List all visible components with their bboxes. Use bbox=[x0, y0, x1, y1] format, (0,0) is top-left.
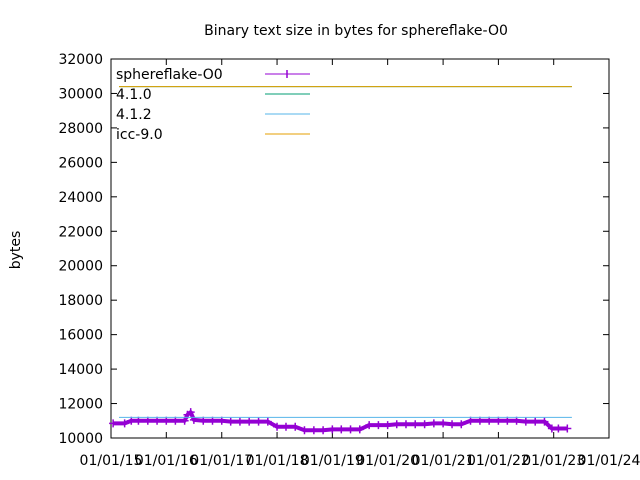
data-point bbox=[208, 416, 217, 425]
data-point bbox=[281, 422, 290, 431]
legend-label: icc-9.0 bbox=[116, 127, 163, 143]
y-axis-label: bytes bbox=[8, 231, 24, 270]
data-point bbox=[199, 416, 208, 425]
y-tick-label: 20000 bbox=[58, 259, 103, 275]
data-point bbox=[226, 417, 235, 426]
data-point bbox=[235, 417, 244, 426]
plot-frame bbox=[110, 58, 610, 439]
data-point bbox=[180, 416, 189, 425]
data-point bbox=[383, 421, 392, 430]
y-tick-label: 18000 bbox=[58, 293, 103, 309]
data-point bbox=[374, 421, 383, 430]
data-point bbox=[245, 417, 254, 426]
data-point bbox=[429, 419, 438, 428]
data-point bbox=[503, 416, 512, 425]
data-point bbox=[337, 425, 346, 434]
series-layer bbox=[109, 86, 572, 435]
y-tick-label: 30000 bbox=[58, 86, 103, 102]
data-point bbox=[153, 416, 162, 425]
data-point bbox=[300, 426, 309, 435]
x-tick-label: 01/01/18 bbox=[246, 453, 309, 469]
data-point bbox=[392, 420, 401, 429]
data-point bbox=[273, 422, 282, 431]
data-point bbox=[554, 424, 563, 433]
data-point bbox=[309, 426, 318, 435]
x-tick-label: 01/01/24 bbox=[578, 453, 640, 469]
data-point bbox=[420, 420, 429, 429]
legend-label: sphereflake-O0 bbox=[116, 67, 223, 83]
data-point bbox=[134, 416, 143, 425]
data-point bbox=[186, 408, 195, 417]
data-point bbox=[540, 417, 549, 426]
data-point bbox=[263, 417, 272, 426]
data-point bbox=[466, 416, 475, 425]
data-point bbox=[475, 416, 484, 425]
data-point bbox=[448, 420, 457, 429]
data-point bbox=[291, 422, 300, 431]
chart-title: Binary text size in bytes for sphereflak… bbox=[204, 23, 508, 39]
y-axis: 10000 12000 14000 16000 18000 20000 22000 24000… bbox=[58, 52, 609, 447]
y-tick-label: 16000 bbox=[58, 328, 103, 344]
data-point bbox=[494, 416, 503, 425]
data-point bbox=[439, 419, 448, 428]
y-tick-label: 28000 bbox=[58, 121, 103, 137]
x-tick-label: 01/01/23 bbox=[522, 453, 585, 469]
data-point bbox=[485, 416, 494, 425]
y-tick-label: 24000 bbox=[58, 190, 103, 206]
y-tick-label: 22000 bbox=[58, 224, 103, 240]
data-point bbox=[120, 419, 129, 428]
y-tick-label: 14000 bbox=[58, 362, 103, 378]
x-tick-label: 01/01/15 bbox=[80, 453, 143, 469]
x-tick-label: 01/01/21 bbox=[412, 453, 475, 469]
series-0 bbox=[109, 408, 572, 435]
data-point bbox=[411, 420, 420, 429]
data-point bbox=[346, 425, 355, 434]
data-point bbox=[171, 416, 180, 425]
data-point bbox=[143, 416, 152, 425]
legend: sphereflake-O0 4.1.0 4.1.2 icc-9.0 bbox=[116, 67, 310, 143]
data-point bbox=[512, 416, 521, 425]
y-tick-label: 32000 bbox=[58, 52, 103, 68]
x-tick-label: 01/01/22 bbox=[467, 453, 530, 469]
data-point bbox=[162, 416, 171, 425]
data-point bbox=[563, 424, 572, 433]
y-tick-label: 12000 bbox=[58, 397, 103, 413]
data-point bbox=[217, 416, 226, 425]
legend-label: 4.1.0 bbox=[116, 87, 152, 103]
x-axis: 01/01/1501/01/1601/01/1701/01/1801/01/19… bbox=[80, 59, 640, 469]
x-tick-label: 01/01/16 bbox=[135, 453, 198, 469]
data-point bbox=[319, 426, 328, 435]
y-tick-label: 26000 bbox=[58, 155, 103, 171]
data-point bbox=[531, 417, 540, 426]
data-point bbox=[401, 420, 410, 429]
data-point bbox=[109, 419, 118, 428]
legend-label: 4.1.2 bbox=[116, 107, 152, 123]
data-point bbox=[521, 417, 530, 426]
data-point bbox=[365, 421, 374, 430]
data-point bbox=[127, 416, 136, 425]
x-tick-label: 01/01/19 bbox=[301, 453, 364, 469]
x-tick-label: 01/01/20 bbox=[356, 453, 419, 469]
data-point bbox=[328, 425, 337, 434]
x-tick-label: 01/01/17 bbox=[190, 453, 253, 469]
data-point bbox=[254, 417, 263, 426]
data-point bbox=[457, 420, 466, 429]
y-tick-label: 10000 bbox=[58, 431, 103, 447]
data-point bbox=[355, 425, 364, 434]
